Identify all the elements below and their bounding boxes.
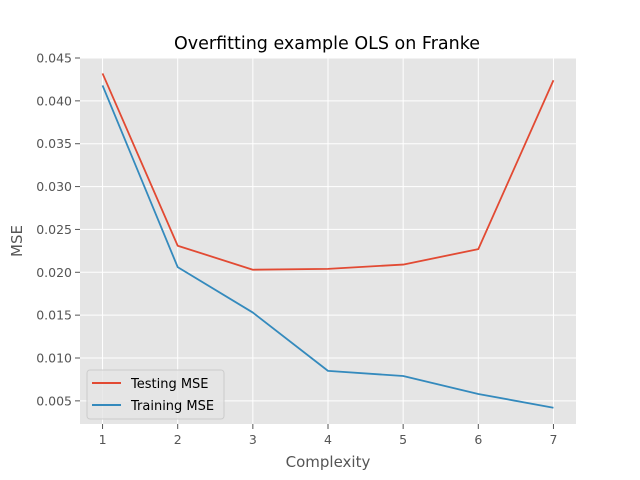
x-tick-label: 5 xyxy=(399,432,407,447)
x-axis-ticks: 1 2 3 4 5 6 7 xyxy=(99,424,557,447)
x-axis-label: Complexity xyxy=(286,453,371,471)
x-tick-label: 2 xyxy=(174,432,182,447)
chart-title: Overfitting example OLS on Franke xyxy=(174,34,480,54)
x-tick-label: 6 xyxy=(474,432,482,447)
y-axis-label: MSE xyxy=(8,225,26,257)
series-line-training-mse xyxy=(101,85,554,409)
y-tick-label: 0.045 xyxy=(36,51,72,66)
legend-label-testing-mse: Testing MSE xyxy=(130,377,209,392)
series-lines xyxy=(101,73,555,409)
series-line-testing-mse xyxy=(101,73,555,271)
y-tick-label: 0.030 xyxy=(36,179,72,194)
y-tick-label: 0.010 xyxy=(36,351,72,366)
x-tick-label: 1 xyxy=(99,432,107,447)
legend-box xyxy=(86,369,225,420)
y-tick-label: 0.025 xyxy=(36,222,72,237)
y-tick-label: 0.040 xyxy=(36,93,72,108)
legend-label-training-mse: Training MSE xyxy=(130,399,214,414)
grid-lines xyxy=(80,57,576,424)
x-tick-label: 3 xyxy=(249,432,257,447)
y-tick-label: 0.035 xyxy=(36,136,72,151)
y-axis-ticks: 0.005 0.010 0.015 0.020 0.025 0.030 0.035 0.040… xyxy=(36,51,80,408)
x-tick-label: 7 xyxy=(549,432,557,447)
y-tick-label: 0.020 xyxy=(36,265,72,280)
y-tick-label: 0.005 xyxy=(36,393,72,408)
legend: Testing MSE Training MSE xyxy=(86,369,225,420)
y-tick-label: 0.015 xyxy=(36,308,72,323)
x-tick-label: 4 xyxy=(324,432,332,447)
